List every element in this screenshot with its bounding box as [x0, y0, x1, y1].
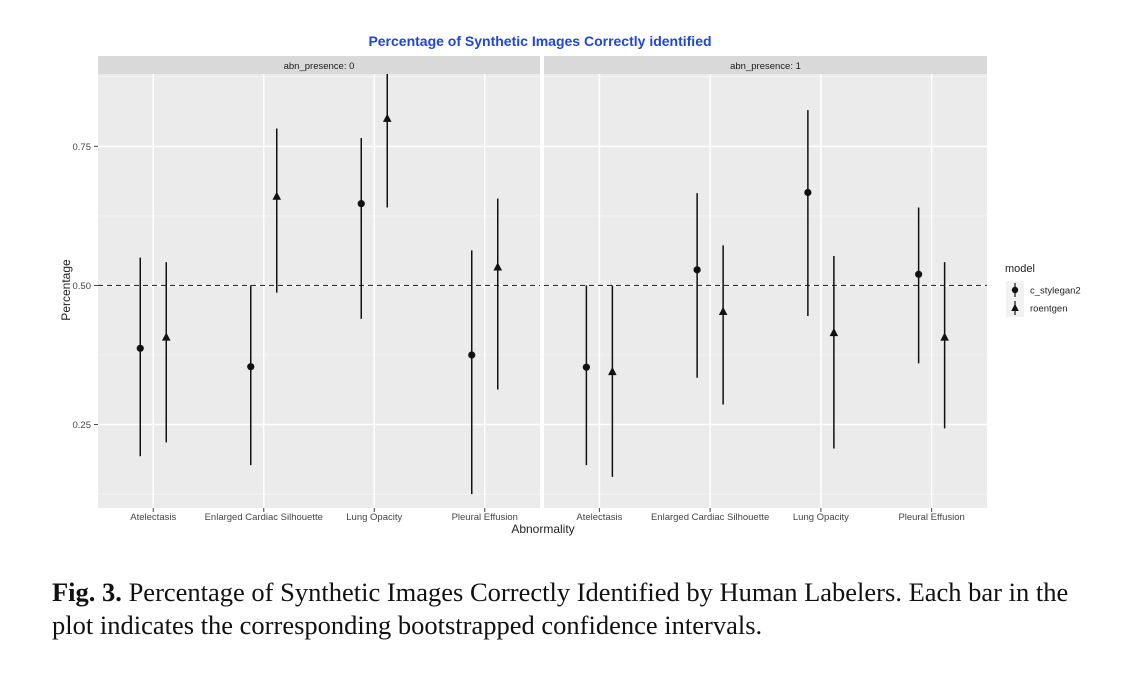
- caption-label: Fig. 3.: [52, 577, 122, 607]
- point-c_stylegan2: [915, 270, 923, 278]
- legend-label: c_stylegan2: [1030, 286, 1081, 297]
- facet-strip: [98, 56, 540, 74]
- x-tick-label: Atelectasis: [576, 512, 622, 523]
- point-roentgen: [940, 332, 949, 341]
- point-c_stylegan2: [582, 363, 590, 371]
- caption-text: Percentage of Synthetic Images Correctly…: [52, 577, 1069, 640]
- panel-0: abn_presence: 0 Atelectasis Enlarged Cardi…: [98, 56, 540, 523]
- x-tick-label: Enlarged Cardiac Silhouette: [651, 512, 769, 523]
- legend-title: model: [1005, 263, 1035, 275]
- y-tick-label: 0.75: [73, 142, 92, 153]
- facet-strip-label: abn_presence: 1: [730, 61, 801, 72]
- panel-background: [98, 74, 540, 508]
- point-c_stylegan2: [247, 363, 255, 371]
- point-roentgen: [493, 262, 503, 271]
- legend-key-circle: [1011, 286, 1019, 294]
- facet-strip: [544, 56, 987, 74]
- facet-strip-label: abn_presence: 0: [284, 61, 355, 72]
- point-roentgen: [608, 366, 617, 376]
- y-tick-label: 0.25: [73, 420, 92, 431]
- point-roentgen: [382, 113, 392, 122]
- point-c_stylegan2: [693, 266, 701, 274]
- figure-caption: Fig. 3. Percentage of Synthetic Images C…: [52, 576, 1112, 642]
- panel-background: [544, 74, 987, 508]
- legend-key-triangle: [1011, 303, 1019, 311]
- point-roentgen: [829, 327, 839, 337]
- x-axis-label: Abnormality: [511, 522, 574, 536]
- y-tick-label: 0.50: [73, 281, 92, 292]
- x-tick-label: Lung Opacity: [793, 512, 849, 523]
- x-tick-label: Atelectasis: [130, 512, 176, 523]
- x-tick-label: Pleural Effusion: [898, 512, 964, 523]
- chart-figure: Percentage of Synthetic Images Correctly…: [59, 33, 1081, 536]
- plot-panels: abn_presence: 0 Atelectasis Enlarged Cardi…: [98, 56, 987, 523]
- x-tick-label: Pleural Effusion: [452, 512, 518, 523]
- y-axis: 0.25 0.50 0.75: [73, 142, 98, 431]
- legend: model c_stylegan2 roentgen: [1005, 263, 1081, 317]
- x-tick-label: Enlarged Cardiac Silhouette: [205, 512, 323, 523]
- point-roentgen: [718, 306, 728, 315]
- chart-title: Percentage of Synthetic Images Correctly…: [368, 33, 711, 49]
- point-c_stylegan2: [136, 344, 144, 352]
- point-c_stylegan2: [804, 188, 812, 197]
- x-tick-label: Lung Opacity: [346, 512, 402, 523]
- point-c_stylegan2: [468, 351, 476, 359]
- point-roentgen: [272, 191, 282, 200]
- panel-1: abn_presence: 1 Atelectasis Enlarged Cardi…: [544, 56, 987, 523]
- point-c_stylegan2: [357, 200, 365, 208]
- y-axis-label: Percentage: [59, 259, 73, 321]
- point-roentgen: [161, 332, 171, 341]
- legend-label: roentgen: [1030, 304, 1068, 315]
